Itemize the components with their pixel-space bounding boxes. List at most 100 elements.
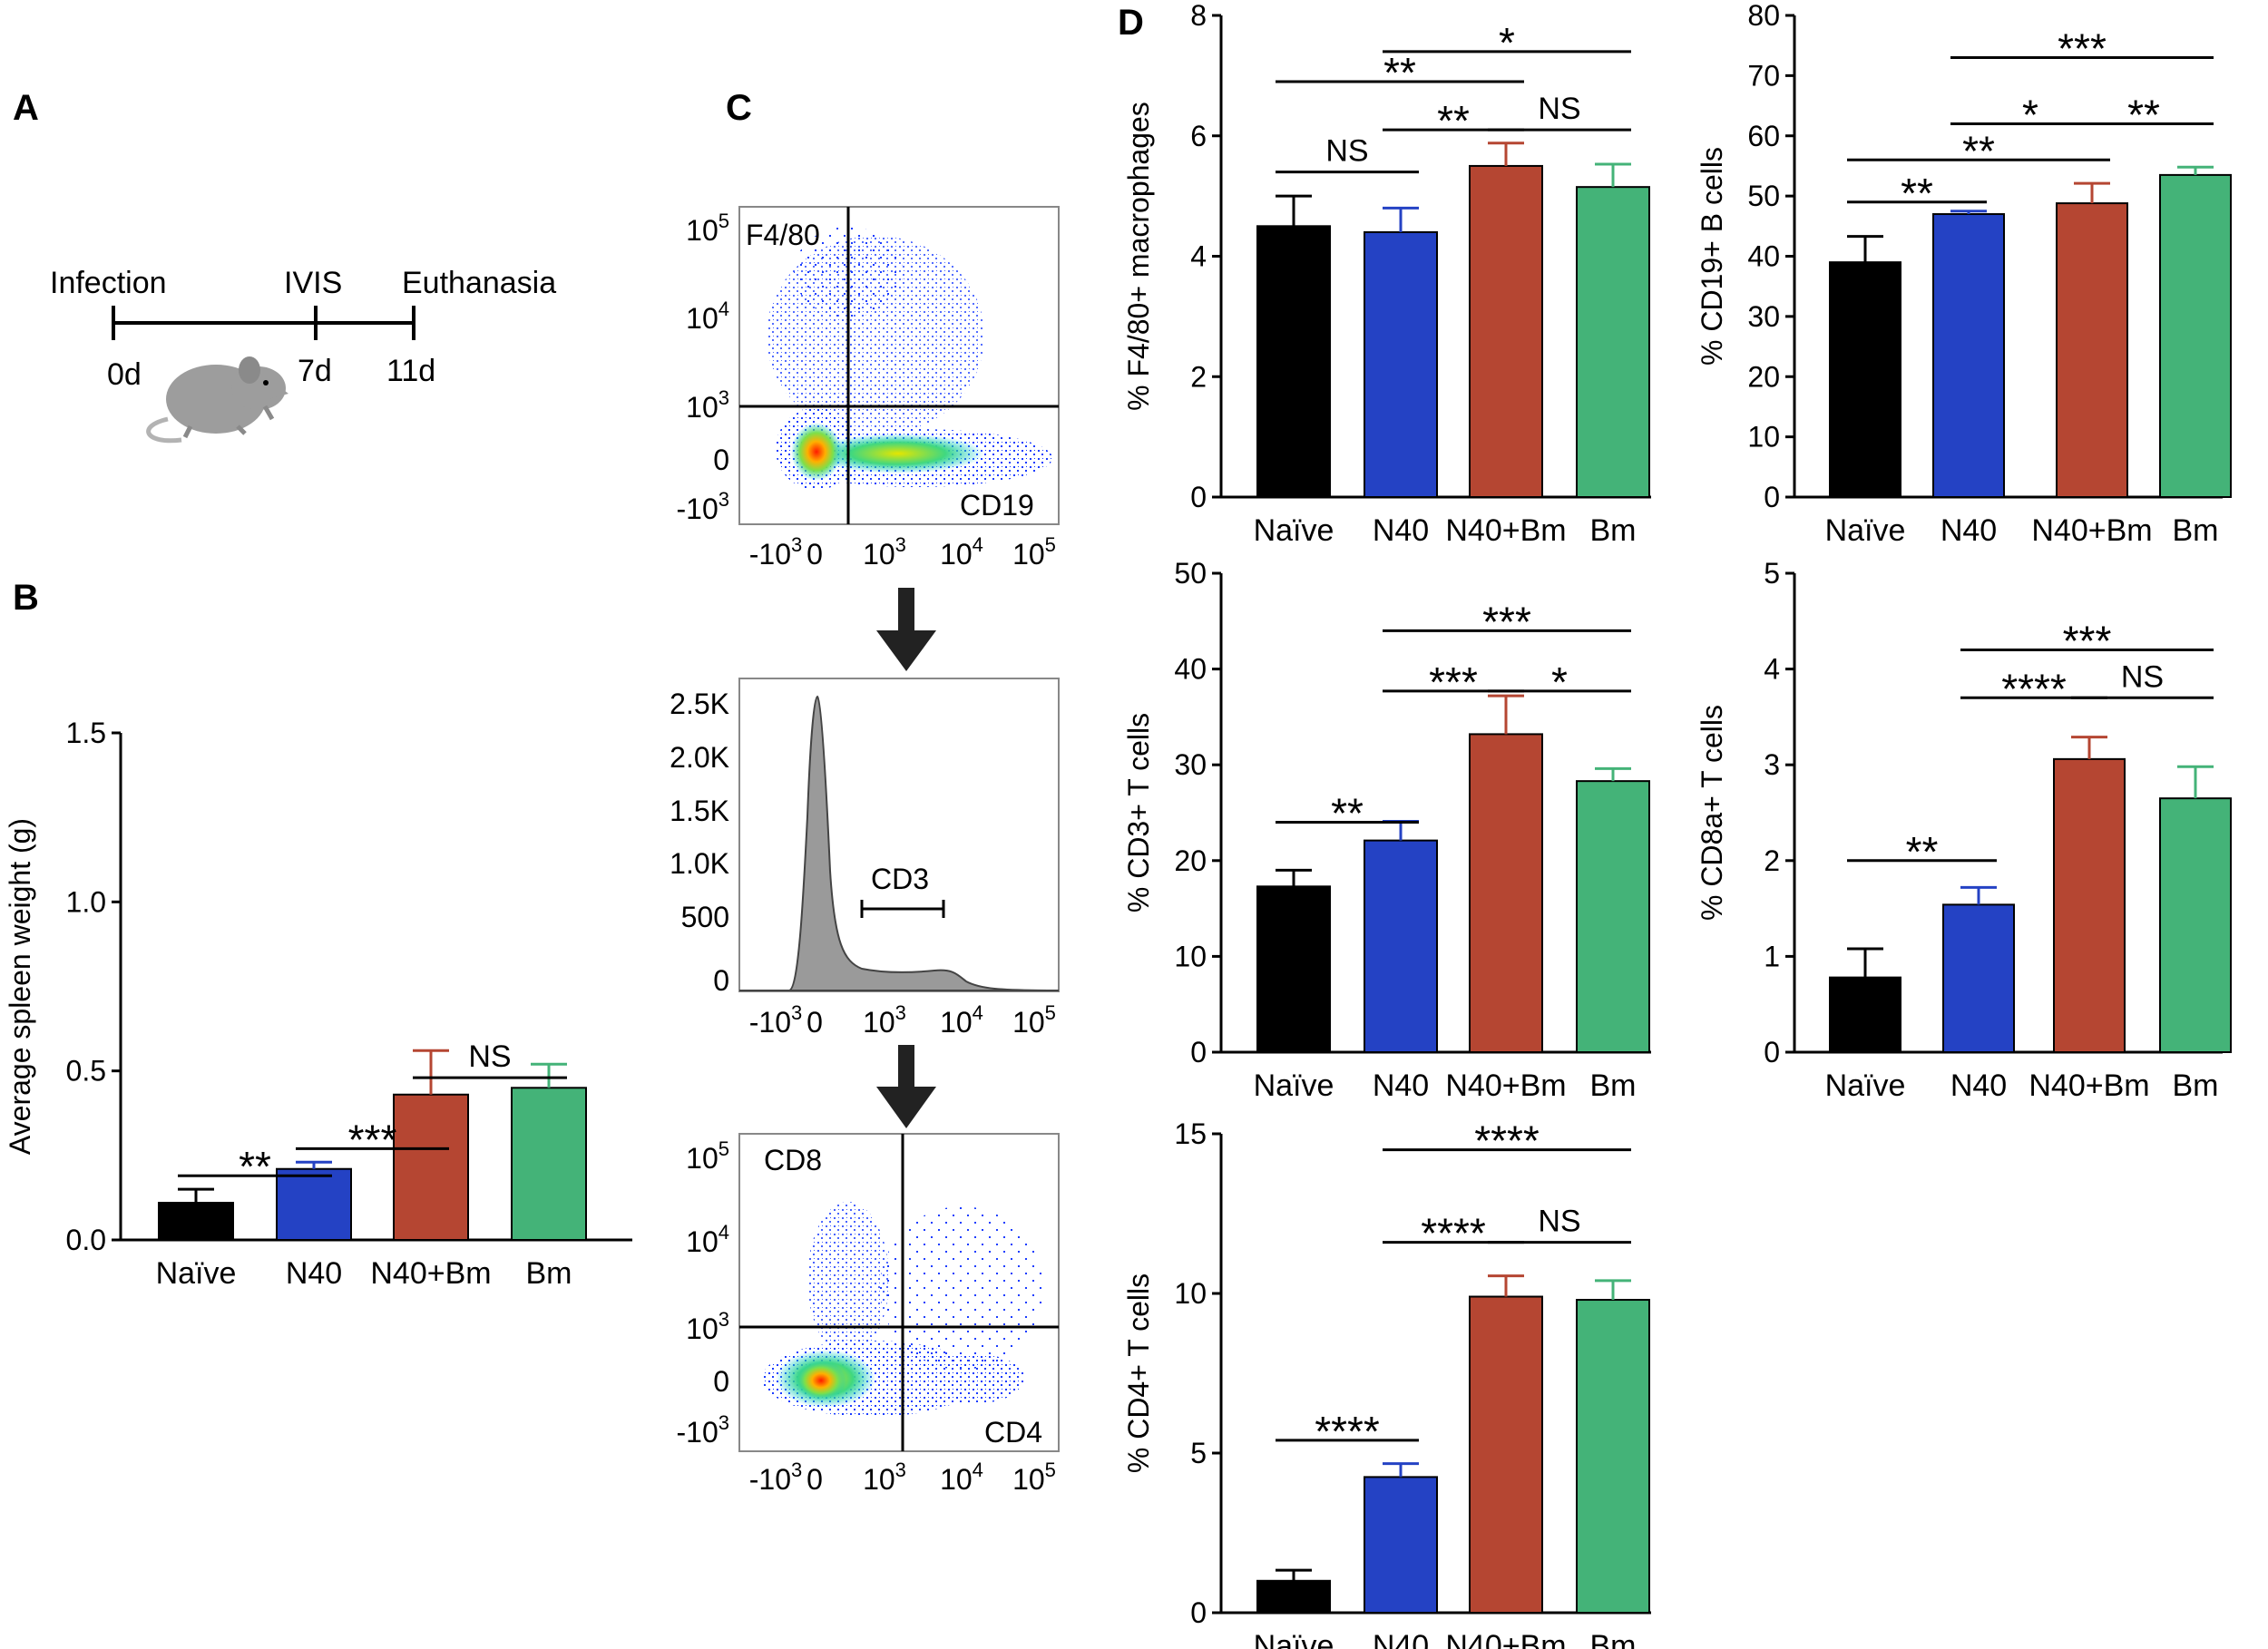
y-axis-label: % F4/80+ macrophages — [1122, 102, 1155, 411]
significance-label: ** — [1901, 170, 1933, 217]
y-tick-label: 0 — [1190, 481, 1207, 513]
bar-n40 — [1942, 903, 2015, 1053]
hist-xtick-0: 0 — [807, 1006, 823, 1039]
f480-macrophages-chart: 0 2 4 6 8 % F4/80+ macrophages Naïve N40 N40+Bm B… — [1122, 0, 1651, 548]
y-axis-label: % CD3+ T cells — [1122, 713, 1155, 912]
significance-label: ** — [1906, 828, 1939, 875]
category-label: Naïve — [1254, 1629, 1334, 1649]
significance-label: NS — [2121, 659, 2164, 694]
y-tick-label: 0 — [1764, 481, 1780, 513]
flow1-gate-f480: F4/80 — [746, 219, 820, 251]
flow2-xtick-1e3: 103 — [863, 1459, 906, 1496]
y-tick-label: 20 — [1174, 844, 1207, 877]
hist-ytick-500: 500 — [681, 901, 729, 933]
y-tick-label: 10 — [1747, 421, 1780, 454]
significance-label: * — [1551, 659, 1568, 706]
bar-bm — [1576, 186, 1650, 498]
y-tick-label: 50 — [1747, 180, 1780, 212]
flow2-ytick-1e4: 104 — [686, 1221, 729, 1258]
category-label: N40+Bm — [1445, 1629, 1566, 1649]
bar-na-ve — [1256, 1579, 1331, 1615]
timeline-event-euthanasia: Euthanasia — [402, 266, 556, 300]
y-axis-label: Average spleen weight (g) — [4, 818, 36, 1155]
bar-na-ve — [1829, 261, 1901, 498]
spleen-weight-chart: 0.0 0.5 1.0 1.5 Average spleen weight (g) Naï… — [4, 717, 632, 1291]
timeline-day-11: 11d — [386, 354, 435, 388]
hist-xtick-1e3: 103 — [863, 1001, 906, 1039]
category-label: Naïve — [1825, 513, 1906, 548]
significance-label: ** — [1437, 97, 1470, 144]
bar-bm — [2159, 797, 2232, 1053]
bar-n40 — [276, 1167, 352, 1241]
flow1-xtick-1e3: 103 — [863, 533, 906, 571]
significance-label: **** — [1474, 1117, 1540, 1165]
significance-label: * — [2022, 91, 2038, 138]
significance-label: NS — [1325, 134, 1368, 169]
category-label: N40+Bm — [370, 1256, 491, 1291]
bar-bm — [1576, 1299, 1650, 1615]
flow2-gate-cd4: CD4 — [984, 1416, 1042, 1449]
bar-na-ve — [1256, 225, 1331, 498]
y-tick-label: 5 — [1190, 1437, 1207, 1469]
flow-dotplot-cd8-cd4: CD8 CD4 105 104 103 0 -103 -103 0 103 10… — [677, 1133, 1060, 1496]
significance-label: **** — [1315, 1408, 1380, 1455]
hist-ytick-1500: 1.5K — [670, 795, 729, 827]
bar-n40-bm — [1469, 1295, 1543, 1615]
arrow-down-icon — [876, 588, 936, 671]
hist-xtick-neg: -103 — [749, 1001, 803, 1039]
category-label: Bm — [526, 1256, 572, 1291]
y-tick-label: 0 — [1190, 1596, 1207, 1629]
y-tick-label: 8 — [1190, 0, 1207, 32]
category-label: Naïve — [1254, 1068, 1334, 1103]
y-tick-label: 70 — [1747, 59, 1780, 92]
panel-label-a: A — [13, 88, 39, 128]
category-label: Bm — [2173, 1068, 2219, 1103]
y-tick-label: 10 — [1174, 1277, 1207, 1310]
bar-n40-bm — [2056, 202, 2128, 498]
y-tick-label: 4 — [1764, 653, 1780, 686]
flow2-ytick-1e3: 103 — [686, 1308, 729, 1345]
mouse-icon — [146, 356, 288, 444]
y-tick-label: 1.5 — [66, 717, 106, 749]
y-tick-label: 4 — [1190, 240, 1207, 273]
category-label: N40+Bm — [1445, 513, 1566, 548]
flow2-xtick-0: 0 — [807, 1463, 823, 1496]
hist-ytick-1000: 1.0K — [670, 847, 729, 880]
bar-bm — [511, 1087, 587, 1242]
flow1-xtick-0: 0 — [807, 538, 823, 571]
category-label: Bm — [1590, 1629, 1637, 1649]
arrow-down-icon — [876, 1045, 936, 1128]
significance-label: **** — [1421, 1210, 1486, 1257]
significance-label: **** — [2001, 665, 2067, 712]
flow1-xtick-1e4: 104 — [940, 533, 983, 571]
category-label: N40 — [1941, 513, 1997, 548]
significance-label: ** — [1331, 790, 1364, 837]
y-tick-label: 10 — [1174, 940, 1207, 972]
hist-ytick-0: 0 — [713, 964, 729, 997]
significance-label: ** — [1383, 49, 1416, 96]
y-axis-label: % CD8a+ T cells — [1696, 705, 1728, 921]
significance-label: NS — [1538, 1205, 1580, 1239]
hist-ytick-2000: 2.0K — [670, 741, 729, 774]
bar-n40 — [1364, 839, 1438, 1054]
flow-dotplot-f480-cd19: F4/80 CD19 105 104 103 0 -103 -103 0 103… — [677, 206, 1060, 571]
flow2-ytick-1e5: 105 — [686, 1137, 729, 1175]
y-axis-label: % CD4+ T cells — [1122, 1273, 1155, 1473]
flow2-ytick-0: 0 — [713, 1365, 729, 1398]
flow1-xtick-1e5: 105 — [1012, 533, 1056, 571]
category-label: N40+Bm — [2028, 1068, 2149, 1103]
timeline-day-7: 7d — [298, 354, 332, 388]
flow1-gate-cd19: CD19 — [960, 489, 1034, 522]
panel-label-b: B — [13, 578, 39, 618]
y-tick-label: 2 — [1764, 844, 1780, 877]
category-label: Naïve — [1254, 513, 1334, 548]
timeline-event-ivis: IVIS — [284, 266, 342, 300]
flow1-ytick-1e3: 103 — [686, 386, 729, 424]
category-label: Naïve — [156, 1256, 237, 1291]
bar-na-ve — [158, 1202, 234, 1242]
cd19-b-cells-chart: 0 10 20 30 40 50 60 70 80 % CD19+ B cells Naïve N40… — [1696, 0, 2232, 548]
cd3-t-cells-chart: 0 10 20 30 40 50 % CD3+ T cells Naïve N40 N40+Bm B… — [1122, 557, 1651, 1103]
bar-n40 — [1364, 230, 1438, 498]
y-tick-label: 3 — [1764, 748, 1780, 781]
